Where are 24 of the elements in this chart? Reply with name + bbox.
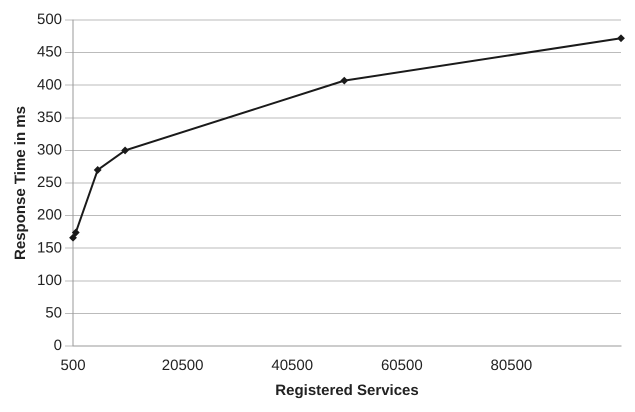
y-tick-label: 350 bbox=[36, 108, 62, 126]
x-tick-label: 60500 bbox=[380, 357, 423, 374]
y-tick-label: 0 bbox=[54, 337, 62, 354]
x-tick-label: 20500 bbox=[162, 357, 204, 374]
point bbox=[122, 146, 129, 154]
point bbox=[70, 234, 77, 242]
x-tick-label: 80500 bbox=[490, 357, 532, 374]
y-tick-label: 450 bbox=[36, 44, 62, 61]
point bbox=[618, 34, 624, 42]
y-tick-label: 100 bbox=[36, 272, 62, 289]
point bbox=[340, 77, 348, 84]
point bbox=[72, 229, 80, 236]
x-tick-label: 40500 bbox=[271, 357, 314, 374]
y-tick-label: 150 bbox=[36, 239, 62, 256]
x-axis-title: Registered Services bbox=[275, 382, 419, 400]
y-tick-label: 300 bbox=[36, 142, 62, 159]
y-tick-label: 250 bbox=[36, 174, 62, 192]
x-tick-label: 500 bbox=[60, 357, 86, 374]
point bbox=[94, 166, 102, 174]
y-tick-label: 50 bbox=[45, 304, 62, 322]
y-axis-title: Response Time in ms bbox=[12, 106, 30, 260]
y-tick-label: 400 bbox=[36, 76, 62, 94]
y-tick-label: 200 bbox=[36, 206, 62, 224]
y-tick-label: 500 bbox=[36, 11, 62, 28]
